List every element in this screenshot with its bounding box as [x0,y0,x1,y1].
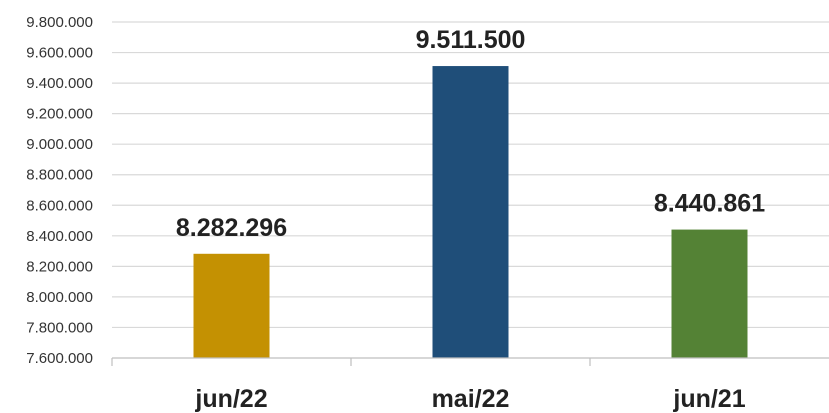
y-tick-label: 9.600.000 [26,45,93,62]
category-label: jun/22 [194,385,267,413]
x-axis-category-labels: jun/22 mai/22 jun/21 [194,385,745,413]
y-tick-label: 9.000.000 [26,136,93,153]
category-label: mai/22 [432,385,510,413]
y-tick-label: 8.200.000 [26,258,93,275]
bar-jun-22 [193,253,270,358]
x-axis-category-ticks [111,358,591,366]
y-tick-label: 9.200.000 [26,106,93,123]
y-tick-label: 9.400.000 [26,75,93,92]
y-tick-label: 8.800.000 [26,167,93,184]
y-tick-label: 7.800.000 [26,319,93,336]
bars [193,66,748,358]
data-labels: 8.282.296 9.511.500 8.440.861 [176,26,765,242]
category-label: jun/21 [672,385,745,413]
y-tick-label: 8.400.000 [26,228,93,245]
y-tick-label: 7.600.000 [26,350,93,367]
y-tick-label: 8.600.000 [26,197,93,214]
bar-jun-21 [671,229,748,358]
bar-mai-22 [432,66,509,358]
y-axis-tick-labels: 7.600.000 7.800.000 8.000.000 8.200.000 8.40… [26,14,93,367]
data-label: 8.440.861 [654,190,765,218]
data-label: 8.282.296 [176,214,287,242]
y-tick-label: 9.800.000 [26,14,93,31]
data-label: 9.511.500 [416,26,526,54]
y-tick-label: 8.000.000 [26,289,93,306]
